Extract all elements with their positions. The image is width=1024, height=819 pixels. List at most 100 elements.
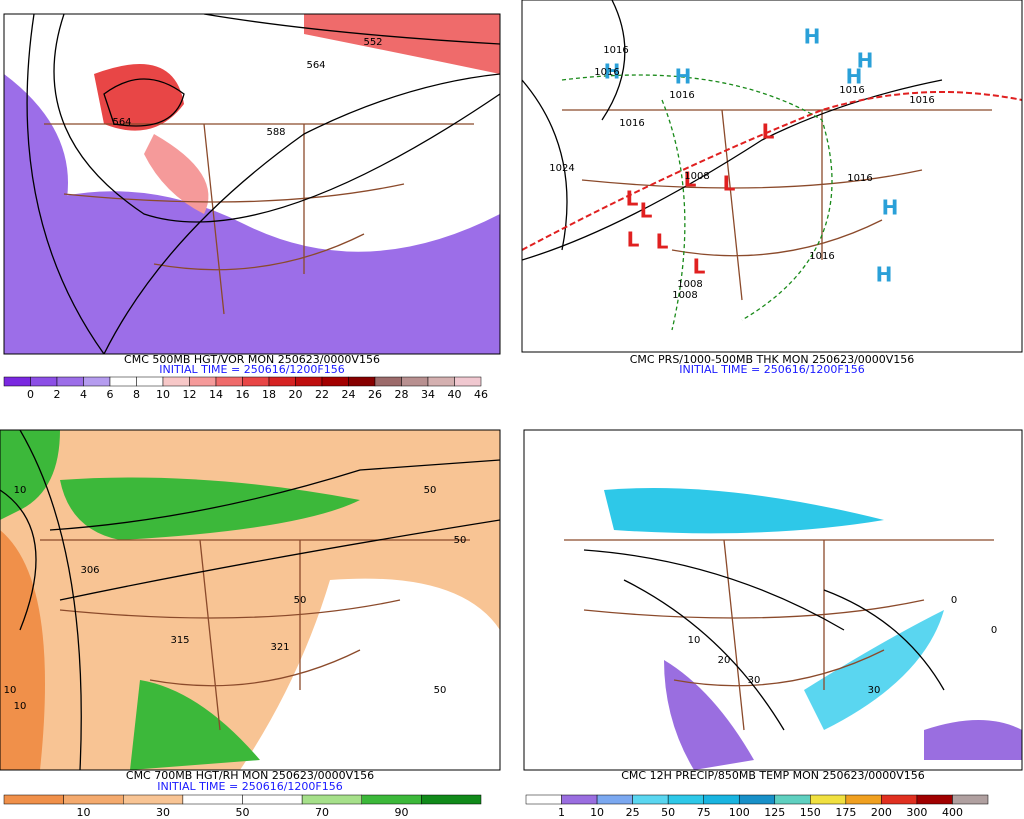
initial-time: INITIAL TIME = 250616/1200F156: [679, 363, 864, 376]
field-shading: [804, 610, 944, 730]
colorbar-label: 10: [156, 388, 170, 401]
contour: [522, 79, 943, 261]
state-borders: [40, 539, 470, 731]
map-title: CMC 500MB HGT/VOR MON 250623/0000V156: [124, 353, 380, 366]
colorbar-box: [952, 794, 989, 805]
colorbar-box: [56, 376, 84, 387]
colorbar-box: [596, 794, 633, 805]
colorbar-box: [301, 794, 362, 805]
colorbar-label: 150: [800, 806, 821, 819]
field-shading: [94, 64, 184, 131]
colorbar-box: [916, 794, 953, 805]
colorbar-label: 10: [77, 806, 91, 819]
state-borders: [562, 109, 992, 301]
contour-label: 50: [434, 685, 447, 696]
field-shading: [240, 578, 500, 770]
map-frame: [521, 0, 1023, 353]
colorbar-box: [189, 376, 217, 387]
contour-label: 1016: [603, 45, 628, 56]
contour: [103, 78, 185, 127]
colorbar-label: 10: [590, 806, 604, 819]
low-marker: L: [723, 172, 736, 196]
colorbar-box: [632, 794, 669, 805]
contour-label: 10: [688, 635, 701, 646]
colorbar-label: 6: [107, 388, 114, 401]
colorbar-box: [30, 376, 58, 387]
colorbar-box: [421, 794, 482, 805]
low-marker: L: [627, 228, 640, 252]
contour: [49, 459, 500, 531]
colorbar-label: 18: [262, 388, 276, 401]
map-layer: 10 10 10 50 50 50 315 321 306 50: [0, 430, 500, 770]
colorbar-box: [401, 376, 429, 387]
contour: [623, 579, 785, 731]
map-panel: 0 0 10 20 30 30: [523, 429, 1023, 771]
colorbar-label: 16: [236, 388, 250, 401]
colorbar-box: [374, 376, 402, 387]
field-shading: [604, 488, 884, 534]
contour-label: 50: [294, 595, 307, 606]
contour: [103, 73, 500, 354]
contour-label: 50: [454, 535, 467, 546]
colorbar-label: 50: [661, 806, 675, 819]
contour: [26, 14, 105, 354]
colorbar-label: 12: [183, 388, 197, 401]
contour-label: 10: [14, 701, 27, 712]
contour-label: 306: [80, 565, 99, 576]
field-shading: [144, 134, 209, 214]
state-borders: [44, 123, 474, 315]
colorbar-label: 28: [395, 388, 409, 401]
colorbar-box: [525, 794, 562, 805]
initial-time: INITIAL TIME = 250616/1200F156: [157, 780, 342, 793]
map-frame: [3, 13, 501, 355]
low-marker: L: [762, 120, 775, 144]
high-marker: H: [876, 263, 893, 287]
low-marker: L: [684, 168, 697, 192]
map-title: CMC 700MB HGT/RH MON 250623/0000V156: [126, 769, 374, 782]
map-background: [524, 430, 1022, 770]
contour-label: 50: [424, 485, 437, 496]
map-panel: 552 564 564 588: [3, 13, 501, 355]
contour-label: 1024: [549, 163, 574, 174]
colorbar-label: 2: [54, 388, 61, 401]
contour: [583, 549, 845, 631]
map-layer: 552 564 564 588: [4, 14, 500, 354]
colorbar-box: [774, 794, 811, 805]
colorbar-label: 0: [27, 388, 34, 401]
high-marker: H: [846, 65, 863, 89]
field-shading: [4, 74, 68, 234]
colorbar-label: 8: [133, 388, 140, 401]
colorbar-box: [242, 376, 270, 387]
field-shading: [4, 191, 500, 354]
colorbar-box: [454, 376, 482, 387]
thickness-contour: [561, 74, 833, 331]
contour: [19, 430, 82, 770]
contour-label: 1016: [847, 173, 872, 184]
contour-label: 30: [868, 685, 881, 696]
contour-label: 564: [112, 117, 131, 128]
colorbar-box: [215, 376, 243, 387]
colorbar-label: 200: [871, 806, 892, 819]
high-marker: H: [857, 49, 874, 73]
contour-label: 10: [4, 685, 17, 696]
contour-label: 0: [951, 595, 957, 606]
colorbar-label: 34: [421, 388, 435, 401]
colorbar-label: 50: [236, 806, 250, 819]
initial-time: INITIAL TIME = 250616/1200F156: [159, 363, 344, 376]
field-shading: [304, 14, 500, 74]
map-layer: 0 0 10 20 30 30: [524, 430, 1022, 770]
colorbar-box: [268, 376, 296, 387]
contour-label: 0: [991, 625, 997, 636]
high-marker: H: [604, 60, 621, 84]
thickness-contour: [522, 91, 1022, 251]
colorbar-box: [162, 376, 190, 387]
colorbar-label: 300: [906, 806, 927, 819]
map-title: CMC 12H PRECIP/850MB TEMP MON 250623/000…: [621, 769, 925, 782]
contour-label: 1016: [619, 118, 644, 129]
map-title: CMC PRS/1000-500MB THK MON 250623/0000V1…: [630, 353, 915, 366]
colorbar-label: 46: [474, 388, 488, 401]
map-panel: 10 10 10 50 50 50 315 321 306 50: [0, 429, 501, 771]
colorbar-label: 90: [395, 806, 409, 819]
